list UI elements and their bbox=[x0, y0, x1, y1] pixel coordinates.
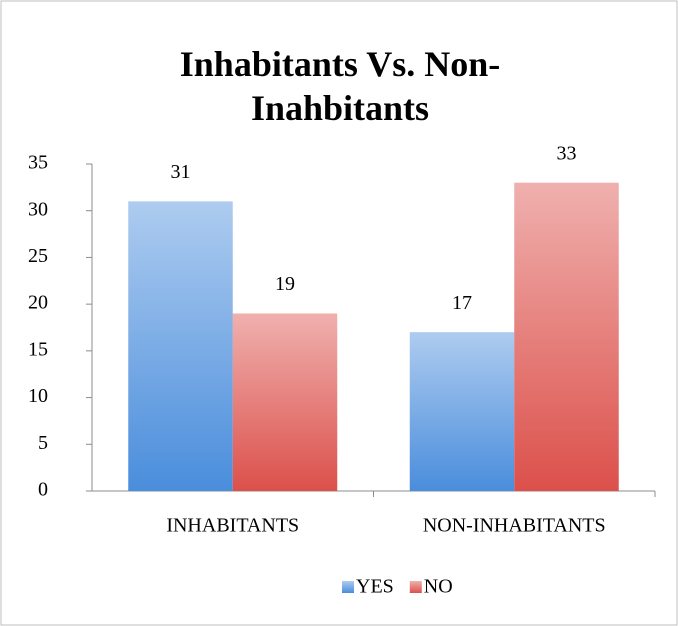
y-tick-label: 5 bbox=[38, 432, 48, 454]
y-tick-label: 20 bbox=[28, 292, 48, 314]
legend-label: YES bbox=[356, 576, 394, 598]
y-tick-label: 35 bbox=[28, 152, 48, 174]
data-label: 31 bbox=[171, 161, 191, 183]
y-tick-label: 0 bbox=[38, 479, 48, 501]
y-tick-label: 25 bbox=[28, 245, 48, 267]
bar bbox=[128, 201, 233, 491]
y-tick-label: 30 bbox=[28, 198, 48, 220]
legend-label: NO bbox=[424, 576, 453, 598]
data-label: 33 bbox=[557, 142, 577, 164]
y-tick-label: 15 bbox=[28, 338, 48, 360]
data-label: 17 bbox=[452, 292, 472, 314]
legend-swatch bbox=[342, 581, 354, 593]
x-tick-label: INHABITANTS bbox=[166, 515, 299, 537]
y-tick-label: 10 bbox=[28, 385, 48, 407]
legend-swatch bbox=[409, 581, 422, 593]
x-tick-label: NON-INHABITANTS bbox=[423, 515, 606, 537]
bar bbox=[409, 332, 515, 491]
data-label: 19 bbox=[275, 273, 295, 295]
chart-title: Inhabitants Vs. Non-Inahbitants bbox=[179, 44, 501, 128]
bar bbox=[232, 313, 338, 491]
bar bbox=[514, 182, 619, 491]
